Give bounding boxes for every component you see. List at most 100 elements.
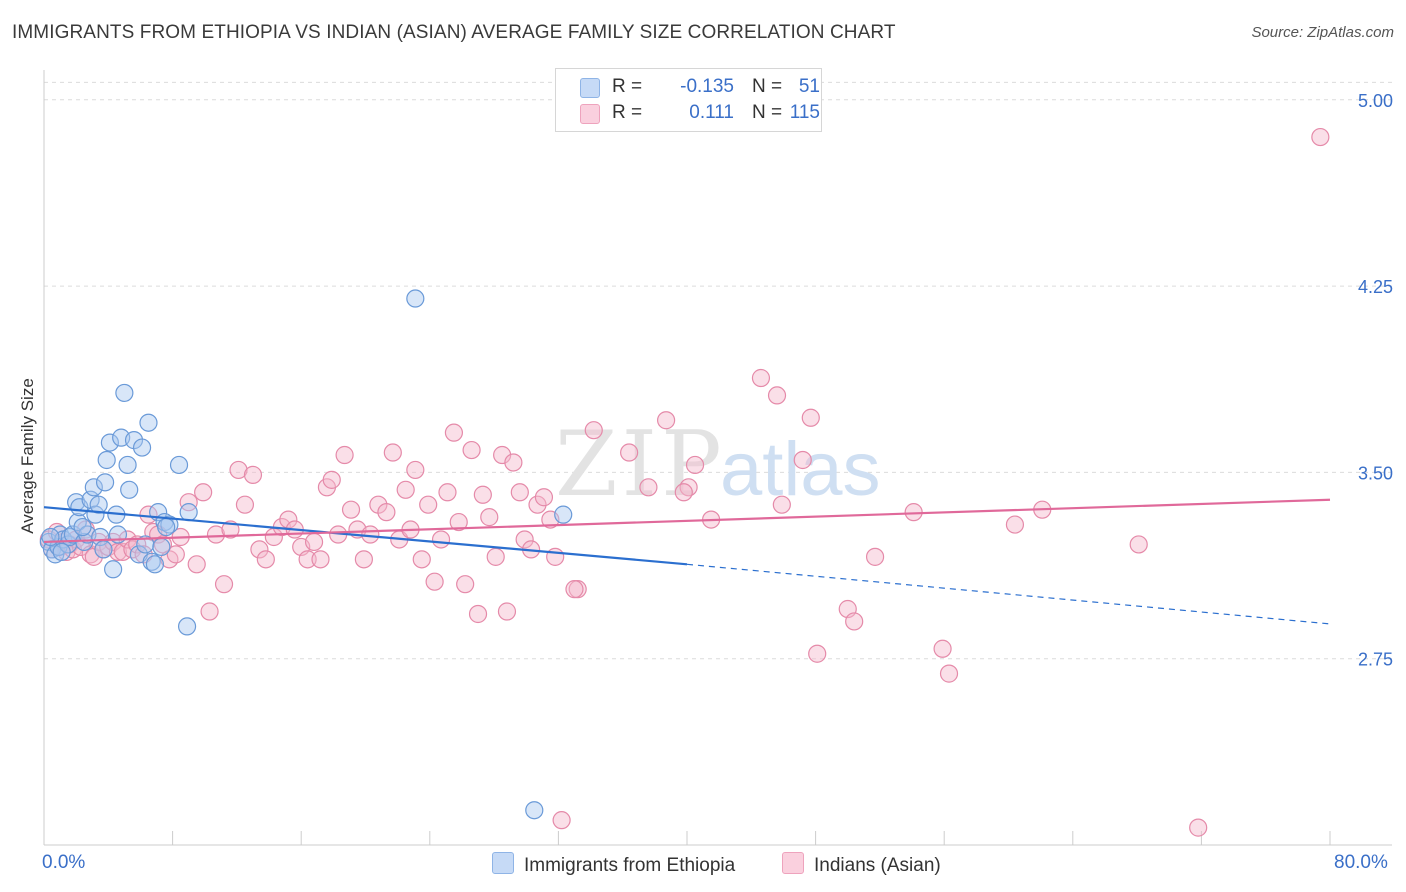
y-tick-labels: 2.75 3.50 4.25 5.00 bbox=[1358, 91, 1393, 670]
indians-point bbox=[311, 550, 330, 569]
indians-point bbox=[751, 368, 771, 388]
indians-point bbox=[383, 443, 402, 462]
indians-point bbox=[425, 572, 444, 591]
indians-point bbox=[166, 545, 185, 564]
ethiopia-point bbox=[525, 801, 544, 820]
indians-point bbox=[341, 500, 361, 519]
y-axis-label: Average Family Size bbox=[18, 378, 37, 534]
bottom-legend-ethiopia: Immigrants from Ethiopia bbox=[492, 852, 735, 877]
indians-point bbox=[179, 493, 198, 512]
indians-point bbox=[322, 470, 341, 489]
legend-n-label: N = bbox=[752, 102, 783, 123]
indians-point bbox=[845, 612, 864, 631]
ethiopia-point bbox=[52, 542, 71, 561]
trend-line-indians bbox=[43, 498, 1331, 544]
watermark-atlas: atlas bbox=[720, 427, 881, 512]
watermark: ZIP atlas bbox=[555, 412, 881, 517]
ethiopia-point bbox=[145, 555, 165, 574]
indians-point bbox=[214, 575, 234, 594]
gridlines bbox=[44, 81, 1392, 660]
trend-line-ethiopia bbox=[43, 506, 688, 566]
series-immigrants-ethiopia bbox=[39, 289, 573, 820]
indians-point bbox=[298, 550, 317, 569]
indians-point bbox=[510, 483, 529, 502]
ethiopia-point bbox=[120, 480, 139, 499]
ethiopia-point bbox=[132, 438, 152, 457]
indians-point bbox=[865, 547, 885, 566]
indians-point bbox=[639, 478, 658, 497]
indians-point bbox=[473, 485, 492, 504]
indians-point bbox=[565, 580, 584, 599]
bottom-legend-label-ethiopia: Immigrants from Ethiopia bbox=[524, 855, 736, 876]
indians-point bbox=[528, 495, 547, 514]
ethiopia-point bbox=[152, 537, 171, 557]
indians-point bbox=[412, 550, 431, 569]
indians-point bbox=[456, 575, 475, 594]
indians-point bbox=[206, 525, 226, 544]
indians-point bbox=[354, 550, 373, 569]
indians-point bbox=[808, 644, 827, 663]
source-credit: Source: ZipAtlas.com bbox=[1251, 24, 1394, 41]
y-tick-label: 2.75 bbox=[1358, 650, 1393, 670]
ethiopia-point bbox=[406, 289, 425, 308]
indians-point bbox=[235, 495, 255, 514]
bottom-legend-swatch-indians bbox=[782, 852, 804, 874]
x-tick-label-min: 0.0% bbox=[42, 852, 86, 873]
indians-point bbox=[939, 664, 959, 683]
ethiopia-point bbox=[139, 413, 158, 432]
indians-point bbox=[438, 483, 457, 502]
indians-point bbox=[256, 550, 275, 569]
indians-point bbox=[933, 639, 952, 658]
indians-point bbox=[1005, 515, 1025, 534]
indians-point bbox=[685, 455, 705, 475]
indians-point bbox=[406, 460, 425, 480]
indians-point bbox=[377, 503, 396, 522]
legend-r-label: R = bbox=[612, 102, 643, 123]
legend-r-value-ethiopia: -0.135 bbox=[680, 76, 734, 97]
ethiopia-point bbox=[73, 517, 92, 537]
legend-n-label: N = bbox=[752, 76, 783, 97]
indians-point bbox=[304, 532, 324, 552]
indians-point bbox=[534, 488, 554, 507]
ethiopia-point bbox=[160, 515, 179, 534]
y-tick-label: 4.25 bbox=[1358, 277, 1393, 297]
indians-point bbox=[243, 465, 263, 484]
indians-point bbox=[486, 547, 505, 566]
indians-point bbox=[335, 445, 354, 465]
ethiopia-point bbox=[179, 503, 198, 522]
legend-r-label: R = bbox=[612, 76, 643, 97]
indians-point bbox=[772, 495, 791, 514]
indians-point bbox=[679, 478, 698, 497]
ethiopia-point bbox=[97, 450, 116, 470]
indians-point bbox=[1311, 127, 1330, 147]
legend-n-value-ethiopia: 51 bbox=[798, 76, 820, 97]
indians-point bbox=[674, 483, 693, 502]
indians-point bbox=[1129, 535, 1148, 554]
bottom-legend-swatch-ethiopia bbox=[492, 852, 514, 874]
ethiopia-point bbox=[95, 473, 115, 492]
ethiopia-point bbox=[104, 560, 123, 579]
indians-point bbox=[620, 443, 639, 462]
indians-point bbox=[221, 520, 240, 539]
ethiopia-point bbox=[100, 433, 120, 452]
bottom-legend-label-indians: Indians (Asian) bbox=[814, 855, 941, 876]
legend-n-value-indians: 115 bbox=[789, 102, 820, 123]
series-indians-asian bbox=[39, 127, 1330, 837]
ethiopia-point bbox=[84, 478, 103, 497]
ethiopia-point bbox=[68, 512, 87, 532]
indians-point bbox=[767, 386, 787, 405]
ethiopia-point bbox=[94, 540, 113, 559]
indians-point bbox=[431, 530, 451, 549]
legend-swatch-ethiopia bbox=[580, 78, 600, 98]
indians-point bbox=[1189, 818, 1208, 837]
indians-point bbox=[194, 483, 213, 502]
indians-point bbox=[657, 411, 676, 430]
indians-point bbox=[468, 604, 488, 624]
indians-point bbox=[250, 540, 269, 559]
chart-title: IMMIGRANTS FROM ETHIOPIA VS INDIAN (ASIA… bbox=[12, 22, 896, 43]
indians-point bbox=[480, 508, 499, 527]
trend-line-ethiopia-extension bbox=[686, 563, 1331, 625]
indians-point bbox=[200, 602, 219, 621]
indians-point bbox=[396, 480, 415, 499]
